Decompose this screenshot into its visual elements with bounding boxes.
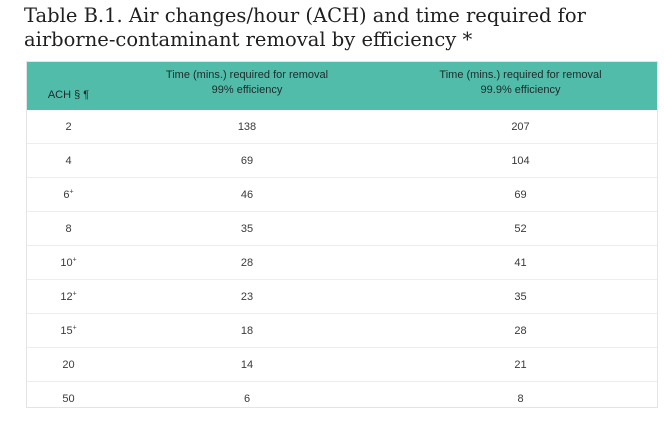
cell-ach-mark: +: [72, 323, 77, 331]
cell-time-99: 28: [110, 245, 384, 280]
header-time-99: Time (mins.) required for removal 99% ef…: [110, 62, 384, 110]
cell-ach: 6+: [27, 177, 110, 212]
cell-ach-value: 10: [60, 256, 73, 269]
cell-time-99: 46: [110, 177, 384, 212]
cell-ach-value: 2: [65, 120, 72, 133]
cell-time-999: 207: [384, 110, 657, 144]
table-row: 2 138 207: [27, 110, 657, 144]
table-header-row: ACH § ¶ Time (mins.) required for remova…: [27, 62, 657, 110]
cell-time-999: 69: [384, 177, 657, 212]
header-time-999-line1: Time (mins.) required for removal: [439, 69, 602, 81]
cell-time-99: 23: [110, 279, 384, 314]
cell-ach-value: 12: [60, 290, 73, 303]
table-row: 6+ 46 69: [27, 177, 657, 212]
header-time-99-line1: Time (mins.) required for removal: [165, 69, 329, 81]
cell-ach: 8: [27, 211, 110, 246]
cell-time-999: 52: [384, 211, 657, 246]
cell-ach: 4: [27, 143, 110, 178]
table-row: 50 6 8: [27, 382, 657, 408]
table-row: 12+ 23 35: [27, 279, 657, 314]
cell-ach: 15+: [27, 313, 110, 348]
header-time-999-line2: 99.9% efficiency: [480, 84, 561, 96]
cell-ach: 12+: [27, 279, 110, 314]
cell-ach-value: 20: [62, 358, 75, 371]
cell-time-999: 41: [384, 245, 657, 280]
cell-ach-value: 4: [65, 154, 72, 167]
cell-ach-mark: +: [72, 255, 77, 263]
table-body: 2 138 207 4 69 104 6+ 46 69 8 35 52 10+: [27, 110, 657, 408]
header-time-99-line2: 99% efficiency: [211, 84, 283, 96]
cell-ach-mark: +: [72, 289, 77, 297]
cell-time-999: 21: [384, 347, 657, 382]
cell-ach: 20: [27, 347, 110, 382]
table-row: 20 14 21: [27, 347, 657, 382]
cell-time-99: 18: [110, 313, 384, 348]
cell-ach-value: 6: [63, 188, 70, 201]
cell-time-999: 104: [384, 143, 657, 178]
cell-ach-value: 50: [62, 392, 75, 405]
cell-time-999: 8: [517, 392, 524, 405]
cell-time-99: 35: [110, 211, 384, 246]
table-row: 4 69 104: [27, 143, 657, 178]
table-row: 10+ 28 41: [27, 245, 657, 280]
ach-table: ACH § ¶ Time (mins.) required for remova…: [27, 62, 657, 408]
cell-ach: 2: [27, 110, 110, 144]
cell-time-99: 14: [110, 347, 384, 382]
table-row: 8 35 52: [27, 211, 657, 246]
header-ach: ACH § ¶: [27, 62, 110, 110]
table-title: Table B.1. Air changes/hour (ACH) and ti…: [24, 4, 586, 51]
cell-time-999: 35: [384, 279, 657, 314]
table-row: 15+ 18 28: [27, 313, 657, 348]
cell-ach: 10+: [27, 245, 110, 280]
cell-time-999: 28: [384, 313, 657, 348]
cell-time-99: 138: [110, 110, 384, 144]
cell-ach-value: 8: [65, 222, 72, 235]
cell-ach-mark: +: [69, 187, 74, 195]
cell-ach: 50: [27, 382, 110, 408]
header-time-999: Time (mins.) required for removal 99.9% …: [384, 62, 657, 110]
ach-table-container: ACH § ¶ Time (mins.) required for remova…: [26, 61, 658, 408]
cell-ach-value: 15: [60, 324, 73, 337]
cell-time-99: 6: [243, 392, 251, 405]
cell-time-99: 69: [110, 143, 384, 178]
